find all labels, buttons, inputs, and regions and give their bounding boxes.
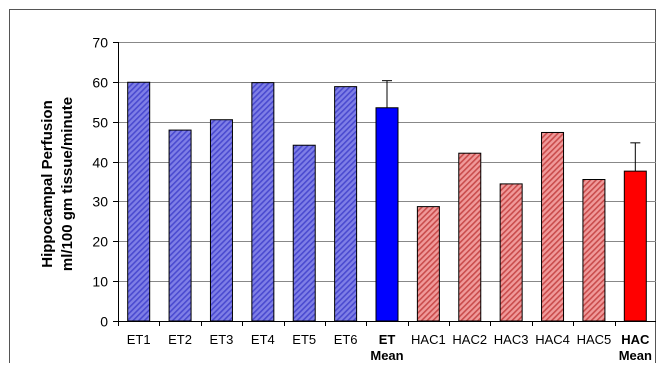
bar <box>251 82 275 322</box>
bar <box>334 86 358 322</box>
bar <box>416 206 440 322</box>
y-tick-label: 0 <box>100 314 108 330</box>
y-axis-ticks: 0 10 20 30 40 50 60 70 <box>92 35 118 330</box>
bar <box>209 119 233 322</box>
x-tick-label: ET2 <box>168 332 192 347</box>
x-tick-label: HAC <box>621 332 650 347</box>
bar <box>541 131 565 322</box>
bar <box>458 152 482 322</box>
y-tick-label: 50 <box>92 115 108 131</box>
y-tick-label: 70 <box>92 35 108 51</box>
x-tick-label: HAC4 <box>535 332 570 347</box>
x-tick-label: HAC1 <box>411 332 446 347</box>
x-tick-label: ET1 <box>127 332 151 347</box>
x-tick-label: HAC3 <box>494 332 529 347</box>
x-tick-label: ET4 <box>251 332 275 347</box>
bar <box>168 129 192 322</box>
bar <box>375 107 399 322</box>
x-tick-label: HAC5 <box>577 332 612 347</box>
y-tick-label: 20 <box>92 234 108 250</box>
y-axis-label-line2: ml/100 gm tissue/minute <box>59 97 76 271</box>
x-tick-label: ET6 <box>334 332 358 347</box>
x-tick-label: ET3 <box>210 332 234 347</box>
bar <box>582 179 606 322</box>
bars <box>127 81 647 322</box>
y-tick-label: 40 <box>92 155 108 171</box>
x-tick-label-line2: Mean <box>370 348 403 363</box>
x-tick-label-line2: Mean <box>619 348 652 363</box>
y-tick-label: 60 <box>92 75 108 91</box>
x-tick-label: ET <box>379 332 396 347</box>
x-tick-label: HAC2 <box>452 332 487 347</box>
bar <box>292 144 316 322</box>
bar <box>499 183 523 322</box>
error-bars <box>382 80 641 172</box>
bar <box>127 81 151 322</box>
x-tick-label: ET5 <box>292 332 316 347</box>
y-tick-label: 30 <box>92 194 108 210</box>
y-tick-label: 10 <box>92 274 108 290</box>
y-axis-label-line1: Hippocampal Perfusion <box>39 100 56 268</box>
axes <box>118 42 656 326</box>
bar <box>623 170 647 322</box>
